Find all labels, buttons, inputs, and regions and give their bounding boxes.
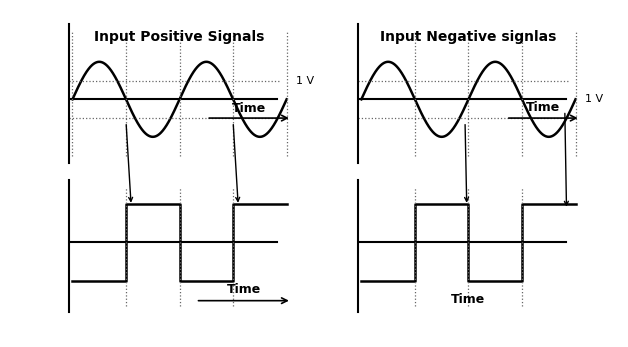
Text: 1 V: 1 V (585, 94, 603, 104)
Text: Time: Time (452, 293, 485, 306)
Text: Input Positive Signals: Input Positive Signals (94, 30, 265, 44)
Text: 1 V: 1 V (296, 76, 314, 86)
Text: Time: Time (232, 102, 266, 116)
Text: Time: Time (227, 283, 261, 296)
Text: Input Negative signlas: Input Negative signlas (381, 30, 556, 44)
Text: Time: Time (526, 101, 561, 114)
